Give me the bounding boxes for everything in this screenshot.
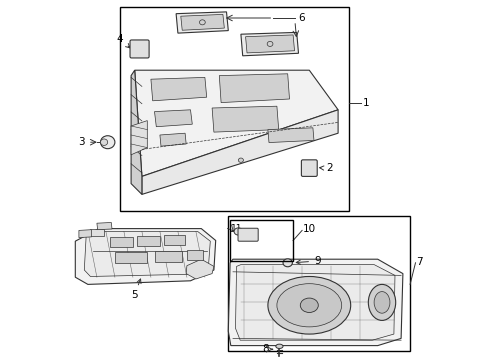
Text: 3: 3 [78, 137, 84, 147]
Polygon shape [228, 259, 402, 346]
Polygon shape [97, 222, 112, 230]
Polygon shape [131, 121, 147, 155]
Ellipse shape [300, 298, 318, 312]
Text: 7: 7 [416, 257, 422, 267]
Ellipse shape [234, 228, 242, 235]
Text: 8: 8 [261, 344, 268, 354]
Bar [109, 237, 133, 247]
Bar [120, 7, 348, 211]
Ellipse shape [367, 284, 395, 320]
Ellipse shape [238, 158, 243, 162]
Ellipse shape [101, 139, 107, 145]
Text: 2: 2 [319, 163, 332, 174]
Ellipse shape [266, 41, 272, 46]
Bar [115, 252, 147, 263]
Polygon shape [212, 106, 278, 132]
Text: 10: 10 [303, 224, 316, 234]
Polygon shape [186, 259, 213, 279]
FancyBboxPatch shape [238, 228, 258, 241]
Polygon shape [142, 110, 337, 194]
Ellipse shape [373, 292, 389, 313]
Text: 4: 4 [116, 34, 130, 48]
FancyBboxPatch shape [301, 160, 317, 176]
Bar [230, 220, 292, 261]
Polygon shape [235, 265, 394, 340]
Polygon shape [267, 128, 313, 143]
Ellipse shape [199, 20, 205, 25]
Polygon shape [241, 32, 298, 56]
Bar [154, 251, 181, 262]
Polygon shape [154, 110, 192, 127]
Polygon shape [151, 77, 206, 101]
Polygon shape [219, 74, 289, 103]
Ellipse shape [101, 136, 115, 149]
Ellipse shape [275, 344, 283, 348]
Polygon shape [160, 133, 186, 146]
Polygon shape [176, 12, 228, 33]
Polygon shape [89, 229, 104, 236]
Polygon shape [134, 70, 337, 176]
Bar [228, 216, 409, 351]
Text: 9: 9 [296, 256, 320, 266]
Polygon shape [75, 229, 215, 284]
Polygon shape [181, 14, 224, 30]
Text: 11: 11 [231, 224, 242, 233]
Ellipse shape [276, 284, 341, 327]
FancyBboxPatch shape [130, 40, 149, 58]
Bar [186, 250, 203, 260]
Ellipse shape [283, 259, 292, 267]
Polygon shape [79, 230, 91, 238]
Polygon shape [131, 70, 142, 194]
Polygon shape [84, 231, 210, 276]
Text: 1: 1 [362, 98, 368, 108]
Polygon shape [245, 35, 294, 53]
Ellipse shape [267, 276, 350, 334]
Bar [136, 236, 160, 246]
Text: 5: 5 [131, 279, 141, 300]
Text: 6: 6 [297, 13, 304, 23]
Bar [163, 235, 185, 245]
